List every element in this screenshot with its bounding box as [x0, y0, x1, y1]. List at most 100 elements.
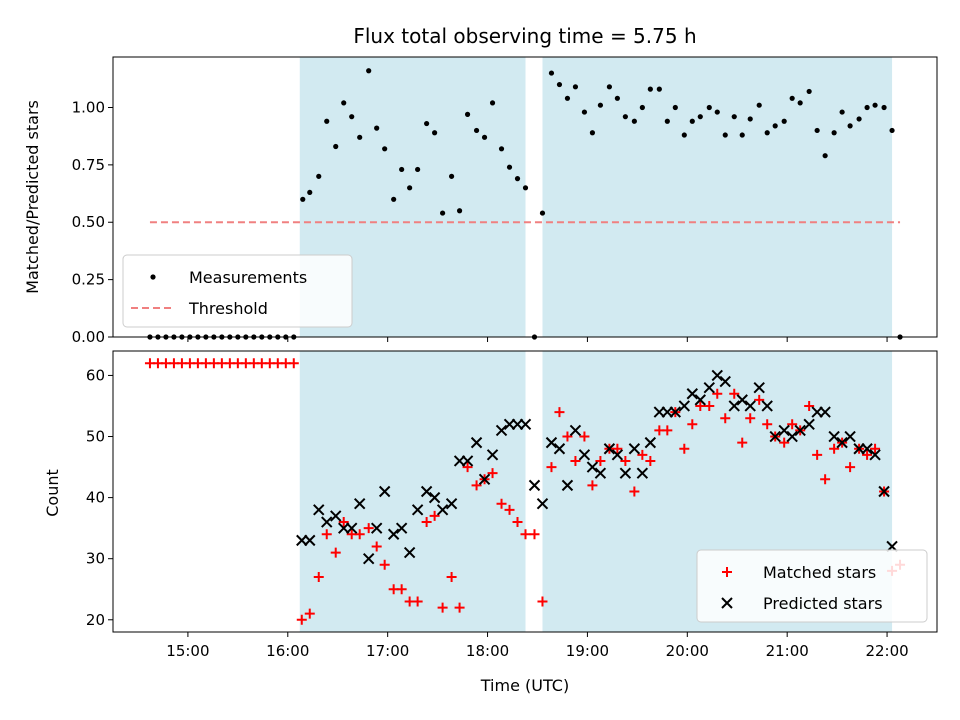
predicted-stars-point: [794, 424, 806, 437]
measurement-point: [839, 109, 845, 115]
measurement-point: [341, 100, 347, 106]
predicted-stars-point: [711, 369, 723, 382]
predicted-stars-point: [411, 504, 424, 516]
legend-background: [696, 549, 928, 623]
observing-window-shade: [299, 351, 526, 632]
matched-stars-point: [570, 455, 581, 466]
matched-stars-point: [612, 443, 623, 454]
matched-stars-point: [520, 529, 531, 540]
measurement-point: [806, 88, 812, 95]
measurement-point: [622, 114, 628, 120]
matched-stars-point: [496, 498, 507, 509]
measurement-point: [781, 118, 787, 124]
measurement-point: [440, 210, 446, 216]
measurement-point: [415, 166, 421, 173]
predicted-stars-point: [495, 424, 508, 437]
predicted-stars-point: [603, 443, 616, 455]
matched-stars-point: [296, 614, 307, 625]
plot-frame: [112, 56, 938, 338]
measurement-point: [374, 125, 380, 131]
predicted-stars-point: [878, 485, 890, 498]
measurement-point: [581, 109, 588, 115]
matched-stars-point: [446, 572, 457, 583]
matched-stars-point: [471, 480, 482, 491]
predicted-stars-point: [761, 400, 773, 412]
measurement-point: [564, 95, 571, 101]
y-tick-label: 40: [86, 489, 105, 507]
measurement-point: [872, 102, 878, 108]
predicted-stars-point: [478, 473, 491, 485]
measurement-point: [498, 146, 505, 152]
predicted-stars-point: [803, 418, 815, 431]
measurement-point: [614, 95, 620, 101]
matched-stars-point: [321, 529, 332, 540]
x-tick-label: 16:00: [266, 642, 309, 660]
matched-stars-point: [829, 443, 840, 454]
measurement-point: [881, 104, 887, 111]
matched-stars-point: [862, 449, 873, 460]
matched-stars-point: [762, 419, 773, 430]
legend-x-swatch: [721, 597, 733, 609]
matched-stars-point: [587, 480, 598, 491]
measurement-point: [522, 185, 529, 191]
matched-stars-point: [820, 474, 831, 485]
bottom-y-axis-title: Count: [43, 469, 62, 517]
predicted-stars-point: [594, 467, 607, 479]
matched-stars-point: [787, 419, 798, 430]
y-tick-label: 0.25: [72, 271, 105, 289]
measurement-point: [456, 208, 463, 214]
matched-stars-point: [512, 517, 523, 528]
measurement-point: [647, 86, 653, 92]
count-panel: 20 30 40 50 60 15:00 16:00 17:00 18:00 19:00 20:00…: [86, 350, 938, 660]
measurement-point: [448, 173, 455, 179]
matched-stars-point: [720, 413, 731, 424]
observing-window-shade: [542, 57, 893, 337]
predicted-stars-point: [304, 534, 316, 547]
measurement-point: [333, 143, 339, 150]
matched-stars-point: [712, 388, 723, 399]
predicted-stars-point: [313, 504, 325, 516]
matched-stars-point: [629, 486, 640, 497]
predicted-stars-point: [844, 430, 856, 443]
measurement-point: [739, 132, 745, 138]
x-tick-label: 17:00: [366, 642, 409, 660]
x-tick-label: 19:00: [566, 642, 609, 660]
measurement-point: [664, 118, 670, 124]
matched-stars-point: [379, 559, 390, 570]
predicted-stars-point: [378, 485, 391, 498]
measurement-point: [407, 185, 413, 191]
predicted-stars-point: [321, 516, 333, 528]
matched-stars-point: [754, 394, 765, 405]
measurement-point: [539, 210, 546, 216]
matched-stars-point: [437, 602, 448, 613]
y-tick-label: 20: [86, 611, 105, 629]
matched-stars-point: [745, 413, 756, 424]
predicted-stars-point: [736, 394, 748, 406]
matched-stars-point: [371, 541, 382, 552]
measurement-point: [432, 130, 438, 136]
matched-stars-point: [429, 510, 440, 521]
chart-title: Flux total observing time = 5.75 h: [353, 24, 696, 48]
legend-box: Matched stars Predicted stars: [696, 549, 928, 623]
matched-stars-point: [804, 400, 815, 411]
predicted-stars-point: [769, 430, 781, 443]
measurement-point: [689, 118, 695, 124]
legend-label: Predicted stars: [763, 594, 883, 613]
predicted-stars-point: [569, 424, 582, 437]
y-tick-label: 0.00: [72, 328, 105, 346]
measurement-point: [324, 118, 330, 124]
matched-stars-point: [579, 431, 590, 442]
matched-stars-point: [704, 400, 715, 411]
measurement-point: [506, 164, 513, 170]
matched-stars-point: [562, 431, 573, 442]
measurement-point: [714, 109, 720, 115]
measurement-point: [631, 118, 637, 124]
predicted-stars-point: [619, 467, 632, 479]
measurement-point: [399, 166, 405, 173]
measurement-point: [300, 196, 306, 202]
predicted-stars-point: [819, 406, 831, 418]
predicted-stars-point: [786, 430, 798, 443]
matched-stars-point: [504, 504, 515, 515]
predicted-stars-point: [461, 455, 474, 467]
y-tick-label: 60: [86, 366, 105, 384]
